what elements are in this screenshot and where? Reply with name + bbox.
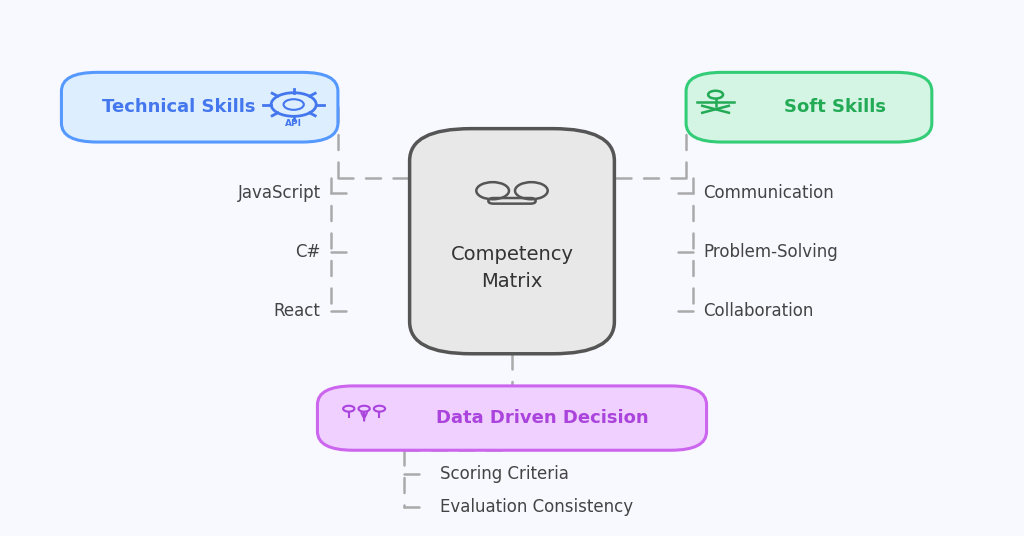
Text: Collaboration: Collaboration <box>703 302 814 320</box>
FancyBboxPatch shape <box>61 72 338 142</box>
Text: Technical Skills: Technical Skills <box>102 98 256 116</box>
Text: API: API <box>285 119 302 128</box>
FancyBboxPatch shape <box>317 386 707 450</box>
FancyBboxPatch shape <box>686 72 932 142</box>
Text: Scoring Criteria: Scoring Criteria <box>440 465 569 483</box>
Text: React: React <box>273 302 321 320</box>
Text: Communication: Communication <box>703 184 835 202</box>
Text: Problem-Solving: Problem-Solving <box>703 243 839 261</box>
Text: C#: C# <box>295 243 321 261</box>
Text: Soft Skills: Soft Skills <box>783 98 886 116</box>
Text: Data Driven Decision: Data Driven Decision <box>436 409 649 427</box>
Text: Competency
Matrix: Competency Matrix <box>451 245 573 291</box>
Text: Evaluation Consistency: Evaluation Consistency <box>440 497 634 516</box>
FancyBboxPatch shape <box>410 129 614 354</box>
Text: JavaScript: JavaScript <box>238 184 321 202</box>
